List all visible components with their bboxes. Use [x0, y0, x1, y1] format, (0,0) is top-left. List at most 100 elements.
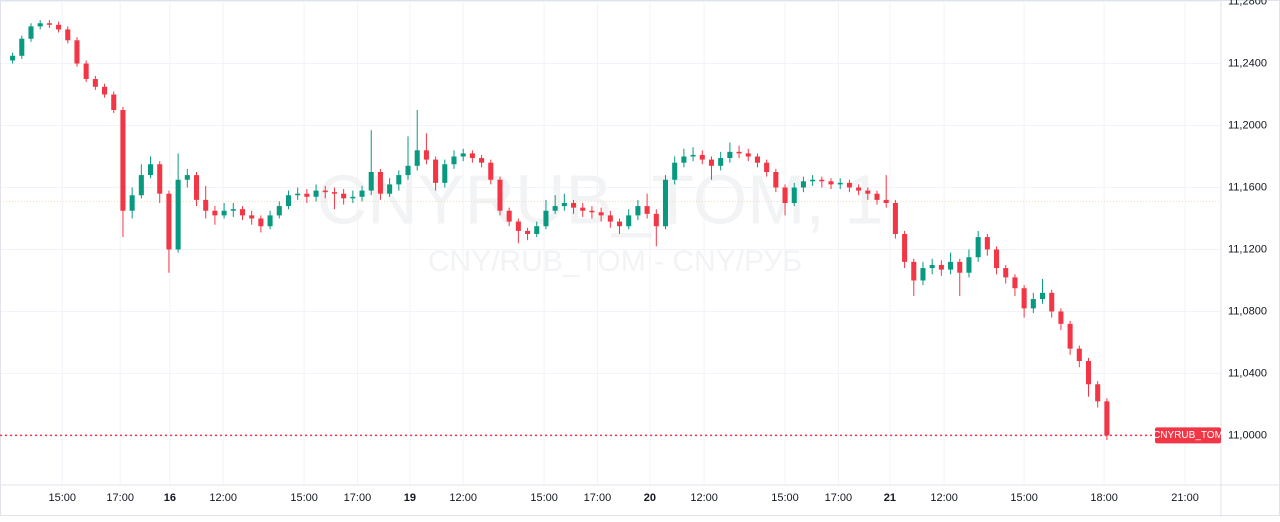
x-tick-label: 20	[644, 492, 656, 504]
y-tick-label: 11,1200	[1228, 243, 1267, 255]
candle-body	[874, 193, 880, 200]
candle-body	[469, 153, 475, 159]
candle-body	[83, 63, 89, 80]
watermark-subtitle: CNY/RUB_TOM - CNY/РУБ	[428, 245, 802, 278]
candle-body	[1104, 401, 1110, 436]
candle-body	[635, 206, 641, 216]
candle-body	[718, 158, 724, 166]
x-tick-label: 12:00	[449, 492, 477, 504]
candle-body	[810, 179, 816, 182]
x-tick-label: 16	[164, 492, 176, 504]
candle-body	[984, 237, 990, 250]
candle-body	[994, 249, 1000, 269]
candle-body	[92, 79, 98, 87]
candle-body	[580, 207, 586, 211]
candle-body	[561, 202, 567, 207]
candle-body	[377, 171, 383, 194]
candle-body	[883, 199, 889, 203]
candle-body	[193, 175, 200, 200]
candle-body	[607, 215, 613, 222]
candle-body	[598, 212, 604, 216]
candle-body	[754, 156, 760, 163]
candle-body	[865, 190, 871, 194]
candle-body	[295, 193, 301, 196]
x-tick-label: 18:00	[1090, 492, 1118, 504]
candle-body	[1039, 292, 1046, 300]
candle-body	[1085, 361, 1092, 385]
candle-body	[948, 261, 954, 270]
candle-body	[589, 210, 595, 213]
y-tick-label: 11,0400	[1228, 367, 1267, 379]
candle-body	[148, 164, 154, 176]
candle-body	[102, 86, 108, 95]
candle-body	[479, 158, 485, 163]
candle-body	[230, 209, 236, 211]
x-tick-label: 19	[404, 492, 416, 504]
candle-body	[828, 181, 834, 185]
candle-body	[203, 199, 209, 211]
candle-body	[662, 179, 669, 227]
x-tick-label: 17:00	[344, 492, 372, 504]
candle-body	[911, 261, 917, 281]
candle-body	[764, 162, 770, 172]
candle-body	[451, 156, 457, 165]
candle-body	[405, 165, 411, 176]
candle-body	[902, 233, 908, 262]
candle-body	[313, 190, 319, 197]
candle-body	[1030, 299, 1036, 309]
candle-body	[396, 175, 402, 185]
candle-body	[727, 151, 733, 159]
candle-body	[331, 192, 337, 194]
candle-body	[74, 40, 80, 64]
candle-body	[276, 206, 282, 216]
y-tick-label: 11,0000	[1228, 429, 1267, 441]
candle-body	[626, 215, 632, 227]
candle-body	[65, 29, 71, 41]
candle-body	[368, 171, 374, 191]
candle-body	[442, 164, 448, 183]
candle-body	[10, 55, 16, 61]
y-tick-label: 11,1600	[1228, 181, 1267, 193]
candle-body	[690, 154, 696, 157]
x-tick-label: 17:00	[825, 492, 853, 504]
candle-body	[258, 218, 264, 227]
candle-body	[304, 193, 310, 197]
candle-body	[837, 182, 843, 185]
y-tick-label: 11,2800	[1228, 0, 1267, 7]
x-tick-label: 15:00	[48, 492, 76, 504]
candle-body	[387, 184, 393, 194]
candle-body	[653, 213, 659, 227]
candle-body	[975, 237, 981, 258]
candle-body	[938, 264, 944, 270]
candle-body	[322, 190, 328, 193]
candle-body	[166, 193, 172, 250]
candle-body	[157, 164, 163, 194]
candle-body	[1076, 348, 1082, 362]
candle-body	[460, 153, 466, 157]
candle-body	[239, 209, 246, 216]
candle-body	[350, 196, 356, 199]
candle-body	[506, 210, 512, 222]
y-tick-label: 11,0800	[1228, 305, 1267, 317]
candle-body	[1012, 277, 1018, 289]
x-tick-label: 15:00	[771, 492, 799, 504]
candle-body	[745, 153, 751, 157]
price-label: CNYRUB_TOM	[1153, 430, 1223, 441]
x-tick-label: 12:00	[209, 492, 237, 504]
candle-body	[616, 221, 623, 227]
candle-body	[782, 187, 788, 203]
candle-body	[515, 221, 521, 231]
candle-body	[46, 23, 52, 25]
x-tick-label: 17:00	[106, 492, 134, 504]
candle-body	[681, 156, 687, 163]
watermark: CNYRUB_TOM, 1	[317, 160, 884, 238]
candle-body	[534, 226, 540, 234]
candle-body	[819, 179, 825, 182]
candle-body	[1049, 292, 1055, 312]
candle-body	[433, 159, 439, 183]
candle-body	[488, 162, 494, 180]
candle-body	[221, 210, 227, 216]
candle-body	[129, 195, 135, 211]
candle-body	[957, 261, 963, 273]
